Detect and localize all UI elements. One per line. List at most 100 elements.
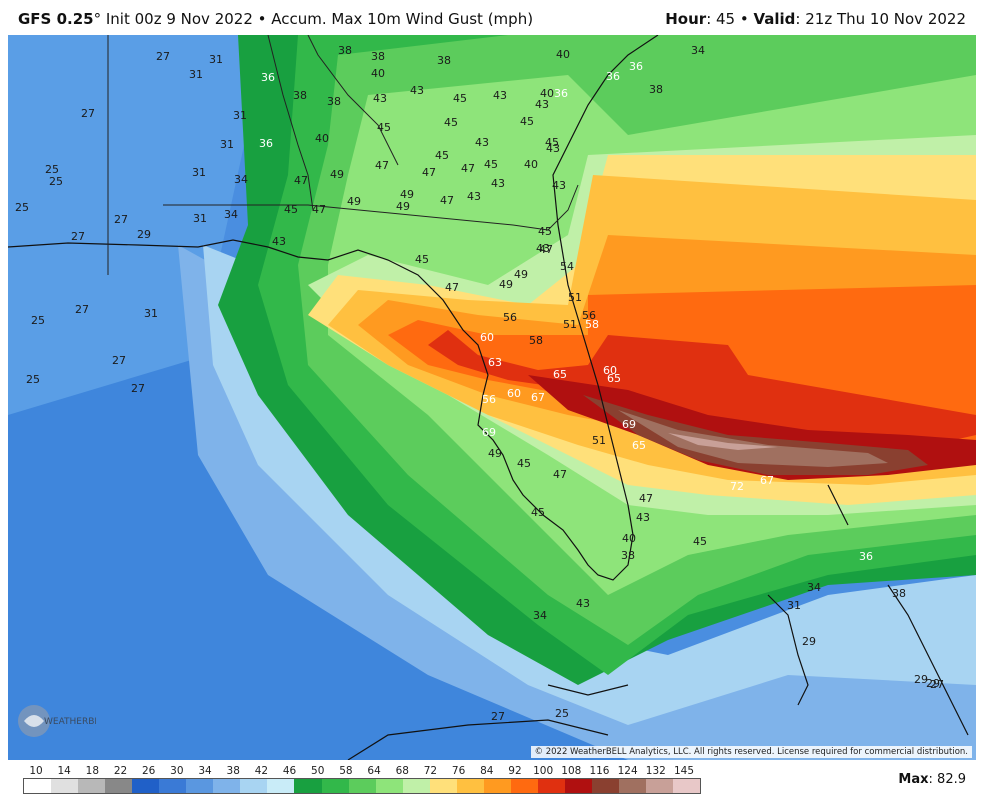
gust-value-label: 40 (524, 158, 538, 171)
gust-value-label: 43 (491, 177, 505, 190)
gust-value-label: 43 (410, 84, 424, 97)
legend-swatch (483, 779, 511, 793)
legend-tick: 34 (198, 765, 212, 777)
logo-graphic: WEATHERBELL (18, 705, 110, 737)
gust-value-label: 36 (259, 137, 273, 150)
gust-value-label: 34 (691, 44, 705, 57)
wind-gust-map[interactable]: 27 31 31 36 38 38 40 38 40 36 36 36 34 27 31 38 38 43 43 45… (8, 35, 976, 760)
legend-tick: 42 (254, 765, 269, 777)
legend-swatch (646, 779, 674, 793)
legend-swatch (24, 779, 52, 793)
gust-value-label: 29 (802, 635, 816, 648)
valid-value: : 21z Thu 10 Nov 2022 (795, 10, 966, 28)
legend-swatch (240, 779, 268, 793)
legend-swatch (78, 779, 106, 793)
legend-swatch (213, 779, 241, 793)
gust-value-label: 43 (546, 142, 560, 155)
legend-swatch (591, 779, 620, 793)
gust-value-label: 47 (294, 174, 308, 187)
model-name: GFS 0.25 (18, 10, 94, 28)
gust-value-label: 38 (649, 83, 663, 96)
legend-tick: 124 (617, 765, 638, 777)
legend-tick: 108 (561, 765, 582, 777)
gust-value-label: 45 (284, 203, 298, 216)
gust-value-label: 27 (491, 710, 505, 723)
gust-value-label: 54 (560, 260, 574, 273)
gust-value-label: 45 (538, 225, 552, 238)
gust-value-label: 63 (488, 356, 502, 369)
legend-tick: 10 (29, 765, 43, 777)
gust-value-label: 36 (554, 87, 568, 100)
max-value: Max: 82.9 (898, 772, 966, 787)
legend-tick: 132 (645, 765, 666, 777)
gust-value-label: 49 (488, 447, 502, 460)
gust-value-label: 43 (552, 179, 566, 192)
gust-value-label: 43 (636, 511, 650, 524)
gust-value-label: 56 (482, 393, 496, 406)
gust-value-label: 38 (327, 95, 341, 108)
gust-value-label: 36 (859, 550, 873, 563)
gust-value-label: 31 (220, 138, 234, 151)
gust-band-108 (668, 433, 778, 450)
gust-value-label: 45 (415, 253, 429, 266)
gust-value-label: 25 (49, 175, 63, 188)
gust-value-label: 47 (539, 243, 553, 256)
gust-value-label: 43 (576, 597, 590, 610)
gust-value-label: 45 (517, 457, 531, 470)
legend-tick: 30 (170, 765, 184, 777)
gust-value-label: 31 (209, 53, 223, 66)
legend-tick: 76 (451, 765, 466, 777)
gust-value-label: 47 (639, 492, 653, 505)
gust-value-label: 38 (338, 44, 352, 57)
legend-swatch (456, 779, 484, 793)
gust-value-label: 72 (730, 480, 744, 493)
gust-value-label: 45 (444, 116, 458, 129)
gust-value-label: 65 (553, 368, 567, 381)
hour-value: : 45 • (706, 10, 754, 28)
legend-ticks: 10 14 18 22 26 30 34 38 42 46 50 58 64 68 72 76 84 92 100 1… (18, 765, 708, 779)
gust-value-label: 47 (553, 468, 567, 481)
gust-value-label: 49 (396, 200, 410, 213)
valid-time: Hour: 45 • Valid: 21z Thu 10 Nov 2022 (665, 10, 966, 28)
legend-swatch (267, 779, 295, 793)
map-title: GFS 0.25° Init 00z 9 Nov 2022 • Accum. M… (18, 10, 533, 28)
degree-symbol: ° (93, 10, 102, 28)
gust-value-label: 27 (75, 303, 89, 316)
gust-value-label: 49 (400, 188, 414, 201)
coastlines (8, 35, 969, 760)
legend-tick: 68 (395, 765, 409, 777)
gust-value-label: 31 (192, 166, 206, 179)
gust-value-label: 29 (137, 228, 151, 241)
gust-value-label: 43 (272, 235, 286, 248)
gust-value-label: 49 (330, 168, 344, 181)
legend-swatch (402, 779, 430, 793)
gust-value-label: 38 (621, 549, 635, 562)
gust-value-label: 38 (437, 54, 451, 67)
legend-colorbar (23, 778, 701, 794)
gust-value-label: 45 (484, 158, 498, 171)
gust-value-label: 36 (629, 60, 643, 73)
gust-value-label: 60 (603, 364, 617, 377)
gust-value-label: 47 (461, 162, 475, 175)
legend-tick: 22 (113, 765, 128, 777)
gust-value-label: 27 (81, 107, 95, 120)
map-canvas: 27 31 31 36 38 38 40 38 40 36 36 36 34 27 31 38 38 43 43 45… (8, 35, 976, 760)
legend-swatch (51, 779, 79, 793)
gust-value-label: 67 (760, 474, 774, 487)
legend-swatch (132, 779, 160, 793)
valid-label: Valid (753, 10, 796, 28)
gust-value-label: 60 (480, 331, 494, 344)
gust-value-label: 27 (114, 213, 128, 226)
gust-value-label: 34 (224, 208, 238, 221)
gust-value-label: 38 (293, 89, 307, 102)
gust-value-label: 34 (533, 609, 547, 622)
gust-value-label: 43 (475, 136, 489, 149)
gust-value-label: 40 (622, 532, 636, 545)
gust-value-label: 25 (31, 314, 45, 327)
gust-value-label: 69 (482, 426, 496, 439)
init-description: Init 00z 9 Nov 2022 • Accum. Max 10m Win… (101, 10, 534, 28)
gust-value-label: 47 (422, 166, 436, 179)
legend-swatch (186, 779, 214, 793)
gust-value-label: 47 (312, 203, 326, 216)
gust-value-label: 31 (189, 68, 203, 81)
